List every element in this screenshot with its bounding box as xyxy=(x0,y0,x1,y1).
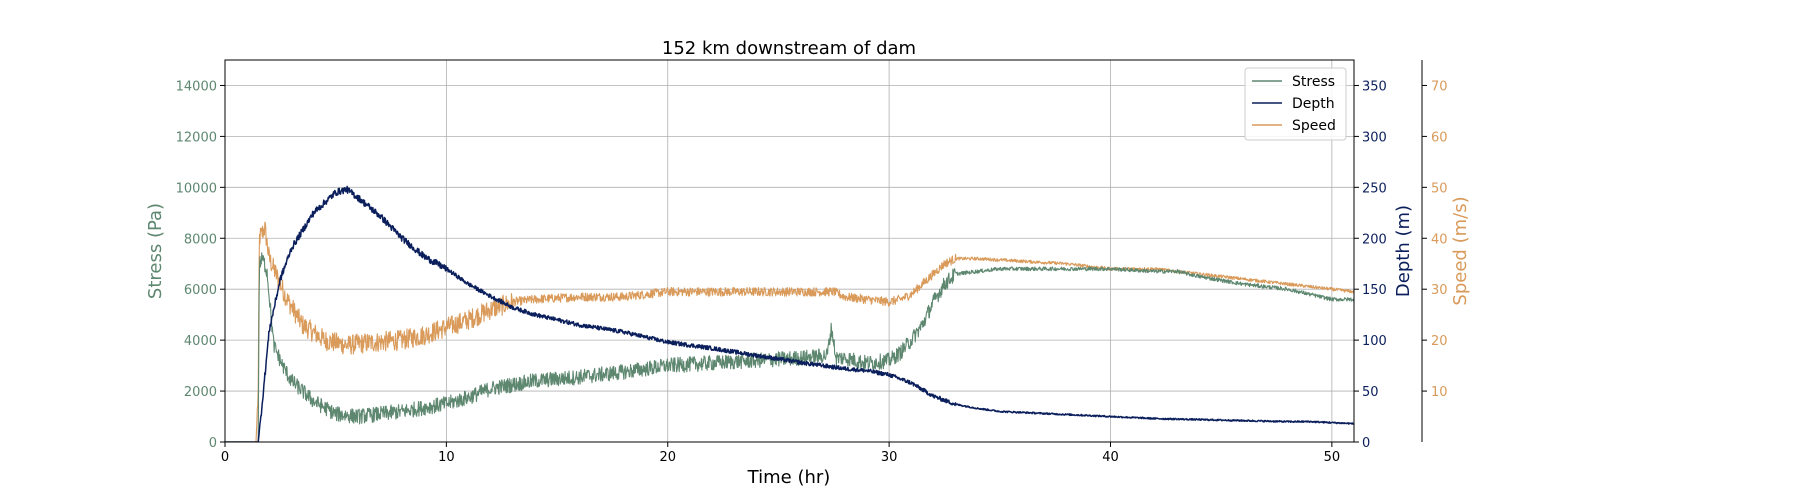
depth-tick-label: 350 xyxy=(1362,79,1387,94)
stress-axis-label: Stress (Pa) xyxy=(145,203,166,299)
plot-background xyxy=(225,60,1354,442)
x-tick-label: 20 xyxy=(659,450,676,465)
speed-tick-label: 40 xyxy=(1431,232,1448,247)
stress-tick-label: 8000 xyxy=(184,232,217,247)
stress-tick-label: 0 xyxy=(209,436,217,451)
legend: Stress Depth Speed xyxy=(1244,67,1347,141)
speed-tick-label: 30 xyxy=(1431,283,1448,298)
legend-label-speed: Speed xyxy=(1292,118,1336,134)
depth-tick-label: 100 xyxy=(1362,334,1387,349)
x-tick-label: 10 xyxy=(438,450,455,465)
speed-axis-label: Speed (m/s) xyxy=(1450,196,1471,305)
speed-tick-label: 20 xyxy=(1431,334,1448,349)
x-tick-label: 30 xyxy=(881,450,898,465)
chart-title: 152 km downstream of dam xyxy=(662,38,916,59)
speed-tick-label: 50 xyxy=(1431,181,1448,196)
stress-tick-label: 12000 xyxy=(176,130,217,145)
legend-label-depth: Depth xyxy=(1292,96,1335,112)
legend-box xyxy=(1244,67,1347,141)
depth-tick-label: 150 xyxy=(1362,283,1387,298)
x-tick-label: 40 xyxy=(1102,450,1119,465)
speed-tick-label: 70 xyxy=(1431,79,1448,94)
stress-tick-label: 10000 xyxy=(176,181,217,196)
series-lines xyxy=(225,185,1354,442)
stress-tick-label: 6000 xyxy=(184,283,217,298)
speed-tick-label: 60 xyxy=(1431,130,1448,145)
depth-tick-label: 0 xyxy=(1362,436,1370,451)
stress-line xyxy=(225,252,1354,442)
speed-tick-label: 10 xyxy=(1431,385,1448,400)
depth-tick-label: 250 xyxy=(1362,181,1387,196)
x-tick-label: 50 xyxy=(1324,450,1341,465)
stress-tick-label: 4000 xyxy=(184,334,217,349)
legend-label-stress: Stress xyxy=(1292,74,1335,90)
depth-tick-label: 50 xyxy=(1362,385,1379,400)
depth-axis-label: Depth (m) xyxy=(1393,205,1414,297)
depth-line xyxy=(225,185,1354,442)
depth-tick-label: 200 xyxy=(1362,232,1387,247)
x-tick-label: 0 xyxy=(221,450,229,465)
depth-tick-label: 300 xyxy=(1362,130,1387,145)
x-axis-label: Time (hr) xyxy=(747,467,831,488)
stress-tick-label: 14000 xyxy=(176,79,217,94)
ticks: 0 10 20 30 40 5002000400060008000100001200014… xyxy=(176,79,1448,465)
stress-tick-label: 2000 xyxy=(184,385,217,400)
plot-frame xyxy=(224,59,1355,443)
